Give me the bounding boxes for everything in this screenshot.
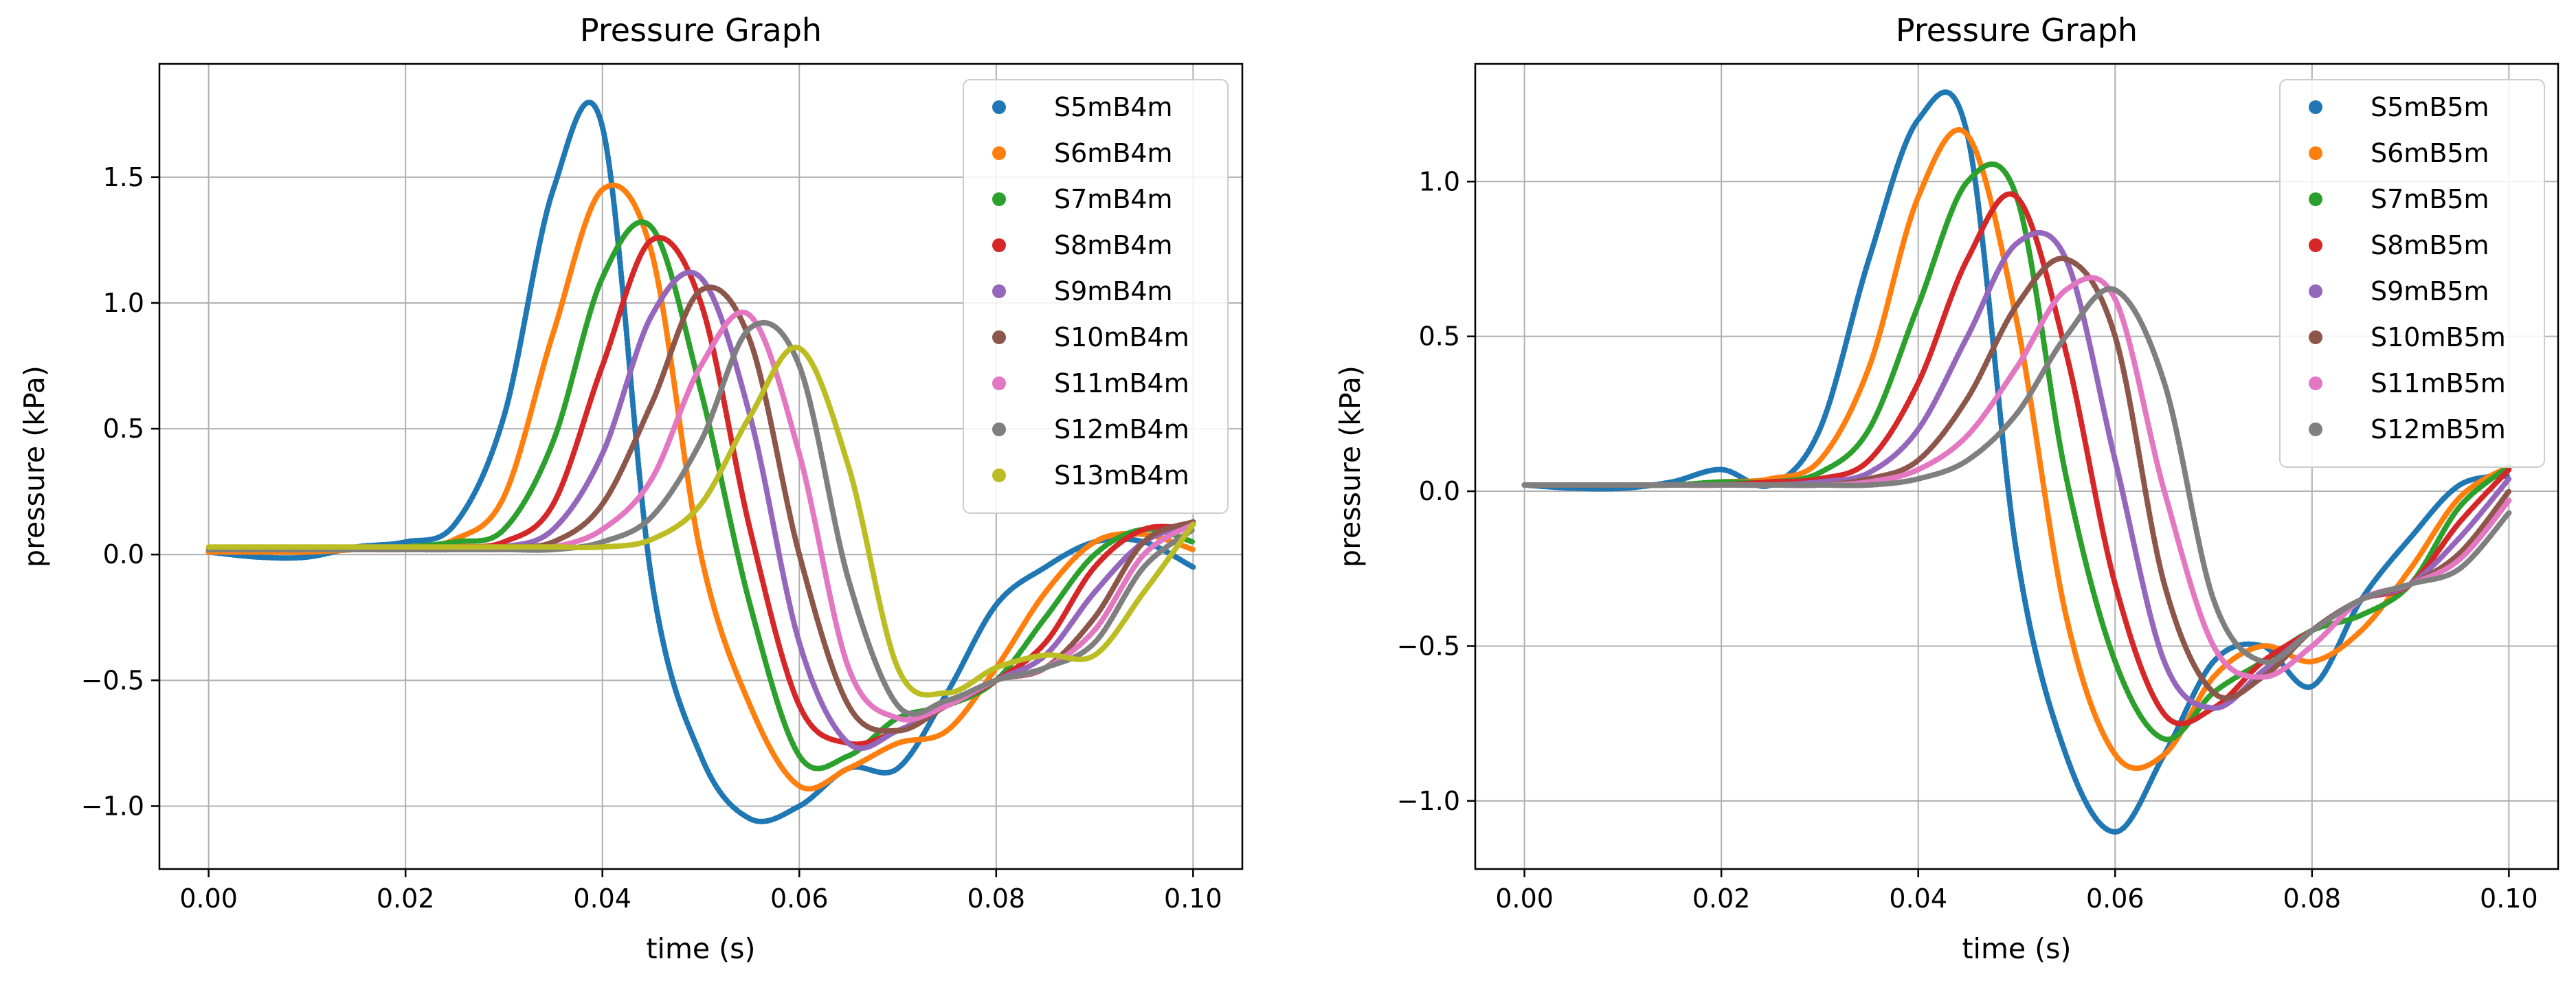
y-axis-label: pressure (kPa): [1334, 365, 1367, 567]
legend-marker: [992, 238, 1006, 252]
axes-frame: [1474, 63, 2560, 870]
legend-box: [2279, 79, 2545, 468]
chart-title: Pressure Graph: [1896, 12, 2138, 49]
legend-label: S5mB5m: [2371, 92, 2489, 122]
legend-marker: [2309, 284, 2322, 298]
legend-marker: [2309, 146, 2322, 160]
legend-label: S13mB4m: [1054, 460, 1189, 490]
series-S5mB5m: [1521, 89, 2512, 835]
legend-marker: [992, 100, 1006, 114]
y-tick-label: 0.5: [103, 414, 144, 444]
x-tick-label: 0.00: [179, 883, 238, 914]
legend-label: S6mB5m: [2371, 138, 2489, 168]
y-tick-label: −1.0: [1397, 786, 1460, 816]
legend-label: S11mB5m: [2371, 368, 2506, 398]
x-tick-label: 0.04: [573, 883, 631, 914]
legend-label: S6mB4m: [1054, 138, 1173, 168]
x-tick-label: 0.00: [1495, 883, 1554, 914]
x-tick-label: 0.10: [1164, 883, 1222, 914]
series-S12mB5m: [1521, 286, 2512, 665]
legend: S5mB5m S6mB5m S7mB5m S8mB5m S9mB5m S10mB5m S11…: [2279, 79, 2545, 468]
x-tick-label: 0.04: [1889, 883, 1947, 914]
legend-marker: [2309, 376, 2322, 390]
x-axis-label: time (s): [1962, 932, 2071, 965]
legend-label: S10mB4m: [1054, 322, 1189, 352]
axes-frame: [158, 63, 1244, 870]
x-tick-label: 0.08: [967, 883, 1026, 914]
legend-label: S9mB4m: [1054, 276, 1173, 306]
x-tick-label: 0.02: [1692, 883, 1751, 914]
y-tick-label: −0.5: [1397, 631, 1460, 661]
legend-marker: [2309, 192, 2322, 206]
legend-marker: [992, 376, 1006, 390]
x-tick-label: 0.08: [2283, 883, 2342, 914]
y-tick-label: 1.0: [103, 288, 144, 318]
y-tick-label: 0.0: [1419, 476, 1460, 506]
legend-marker: [2309, 330, 2322, 344]
legend-marker: [992, 422, 1006, 436]
legend-marker: [992, 146, 1006, 160]
legend-marker: [992, 192, 1006, 206]
legend-label: S10mB5m: [2371, 322, 2506, 352]
legend-marker: [992, 469, 1006, 482]
x-tick-label: 0.06: [2086, 883, 2144, 914]
legend-box: [963, 79, 1229, 514]
legend-marker: [992, 284, 1006, 298]
legend-marker: [2309, 238, 2322, 252]
x-tick-label: 0.06: [770, 883, 829, 914]
y-tick-label: 0.0: [103, 539, 144, 570]
legend-label: S5mB4m: [1054, 92, 1173, 122]
y-axis-label: pressure (kPa): [18, 365, 51, 567]
legend-marker: [2309, 100, 2322, 114]
y-tick-label: 1.5: [103, 162, 144, 192]
legend-label: S8mB5m: [2371, 230, 2489, 260]
legend-label: S12mB5m: [2371, 414, 2506, 444]
legend-marker: [992, 330, 1006, 344]
series-S13mB4m: [205, 344, 1196, 698]
x-tick-label: 0.10: [2480, 883, 2538, 914]
legend-label: S7mB5m: [2371, 184, 2489, 214]
pressure-chart-right: 0.00 0.02 0.04 0.06 0.08 0.10 −1.0 −0.5 0.0 0.5 1.…: [1334, 12, 2560, 965]
legend: S5mB4m S6mB4m S7mB4m S8mB4m S9mB4m S10mB4m S11…: [963, 79, 1229, 514]
legend-label: S12mB4m: [1054, 414, 1189, 444]
pressure-chart-left: 0.00 0.02 0.04 0.06 0.08 0.10 −1.0 −0.5 0.0 0.5 1.…: [18, 12, 1244, 965]
y-tick-label: 0.5: [1419, 322, 1460, 352]
y-tick-label: 1.0: [1419, 166, 1460, 196]
legend-label: S11mB4m: [1054, 368, 1189, 398]
legend-marker: [2309, 422, 2322, 436]
legend-label: S7mB4m: [1054, 184, 1173, 214]
y-tick-label: −0.5: [81, 665, 144, 695]
x-tick-label: 0.02: [377, 883, 435, 914]
legend-label: S8mB4m: [1054, 230, 1173, 260]
series-S5mB4m: [205, 100, 1196, 824]
y-tick-label: −1.0: [81, 791, 144, 821]
legend-label: S9mB5m: [2371, 276, 2489, 306]
series-group: [1521, 89, 2512, 835]
chart-title: Pressure Graph: [580, 12, 822, 49]
x-axis-label: time (s): [646, 932, 755, 965]
series-group: [205, 100, 1196, 824]
